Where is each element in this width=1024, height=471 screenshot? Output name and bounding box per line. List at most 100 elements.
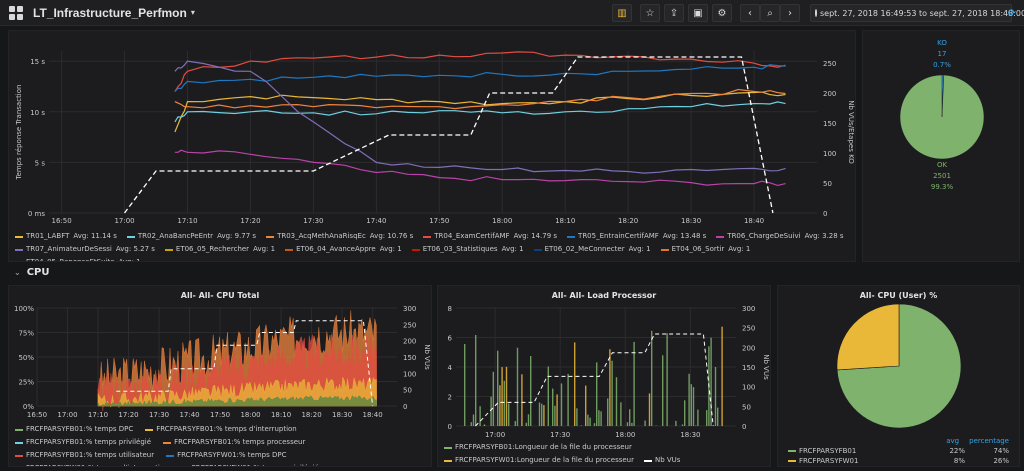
y2-tick-label: 150 [403, 354, 416, 362]
legend-swatch [643, 459, 652, 462]
bar [499, 385, 501, 426]
legend-label: ET04_05_ReponseEtSuite [26, 258, 115, 262]
row-title: CPU [26, 266, 50, 278]
pie-table-column[interactable]: avg [946, 437, 960, 445]
bar [600, 411, 602, 426]
x-tick-label: 17:50 [429, 217, 449, 225]
legend-avg: Avg: 1 [118, 258, 141, 262]
bar [503, 380, 505, 426]
percentage-value: 74% [993, 447, 1009, 455]
y-tick-label: 8 [448, 305, 452, 313]
response-time-chart: 16:50 17:00 17:10 17:20 17:30 17:40 17:50 18:00… [15, 51, 855, 225]
legend-label: FRCFPARSYFB01:% temps utilisateur [26, 451, 155, 459]
pie-percent: 99.3% [931, 183, 954, 191]
legend-label: TR01_LABFT [26, 232, 70, 240]
x-tick-label: 17:30 [149, 411, 169, 419]
time-forward-button[interactable]: › [780, 4, 800, 22]
save-button[interactable]: ▣ [688, 4, 708, 22]
legend-label: FRCFPARSYFB01 [799, 447, 857, 455]
response-time-legend: TR01_LABFT Avg: 11.14 s TR02_AnaBancPeEntr… [9, 231, 855, 262]
legend-swatch [567, 235, 576, 238]
legend-item[interactable]: TR01_LABFT Avg: 11.14 s [15, 231, 117, 242]
legend-label: FRCFPARSYFB01:% temps DPC [26, 425, 134, 433]
legend-item[interactable]: ET06_02_MeConnecter Avg: 1 [533, 244, 651, 255]
legend-item[interactable]: TR05_EntrainCertifAMF Avg: 13.48 s [567, 231, 706, 242]
bar [490, 396, 492, 426]
legend-item[interactable]: TR07_AnimateurDeSessi Avg: 5.27 s [15, 244, 155, 255]
legend-item[interactable]: ET06_04_AvanceAppre Avg: 1 [285, 244, 402, 255]
legend-item[interactable]: FRCFPARSYFW01:% temps privilégié [181, 463, 319, 466]
series-line [174, 149, 786, 187]
legend-row: FRCFPARSYFB01:% temps DPC FRCFPARSYFB01:%… [9, 424, 431, 466]
legend-item[interactable]: FRCFPARSYFB01:Longueur de la file du pro… [444, 442, 632, 453]
chevron-down-icon[interactable]: ▾ [190, 8, 195, 17]
settings-button[interactable]: ⚙ [712, 4, 732, 22]
legend-swatch [15, 235, 23, 238]
dashboard-title[interactable]: LT_Infrastructure_Perfmon [33, 5, 187, 20]
star-button[interactable]: ☆ [640, 4, 660, 22]
refresh-button[interactable]: ⟳ [1004, 4, 1020, 22]
legend-label: FRCFPARSYFB01:Longueur de la file du pro… [455, 443, 632, 451]
legend-item[interactable]: FRCFPARSYFB01:% temps privilégié [15, 437, 151, 448]
time-range-picker[interactable]: sept. 27, 2018 16:49:53 to sept. 27, 201… [810, 4, 1024, 22]
legend-item[interactable]: FRCFPARSYFW01:% temps DPC [166, 450, 286, 461]
pie-table-column[interactable]: percentage [969, 437, 1009, 445]
bar [714, 367, 717, 426]
y2-tick-label: 100 [742, 384, 755, 392]
legend-item[interactable]: TR02_AnaBancPeEntr Avg: 9.77 s [126, 231, 256, 242]
bar [521, 374, 523, 426]
zoom-out-icon: ⌕ [767, 7, 773, 19]
bar [492, 371, 494, 426]
bar [697, 409, 699, 426]
bar [514, 421, 516, 426]
legend-swatch [285, 248, 294, 251]
share-button[interactable]: ⇪ [664, 4, 684, 22]
legend-item[interactable]: TR03_AcqMethAnaRisqEc Avg: 10.76 s [266, 231, 413, 242]
legend-label: FRCFPARSYFW01:Longueur de la file du pro… [455, 456, 634, 464]
add-panel-button[interactable]: ▥ [612, 4, 632, 22]
dashboard-grid-icon[interactable] [9, 5, 23, 20]
bar [651, 330, 653, 426]
y2-tick-label: 200 [823, 90, 836, 98]
time-back-button[interactable]: ‹ [740, 4, 760, 22]
legend-item[interactable]: FRCFPARSYFB01:% temps processeur [163, 437, 305, 448]
legend-item[interactable]: ET06_03_Statistiques Avg: 1 [411, 244, 524, 255]
legend-item[interactable]: ET06_05_Rechercher Avg: 1 [164, 244, 275, 255]
legend-item[interactable]: TR06_ChargeDeSuivi Avg: 3.28 s [716, 231, 844, 242]
legend-item[interactable]: FRCFPARSYFB01:% temps DPC [15, 424, 133, 435]
legend-label: TR06_ChargeDeSuivi [727, 232, 801, 240]
legend-item[interactable]: Nb VUs [643, 455, 680, 466]
legend-swatch [444, 459, 452, 462]
bar [695, 425, 697, 426]
bar [587, 414, 589, 426]
x-tick-label: 17:20 [240, 217, 260, 225]
x-tick-label: 18:10 [271, 411, 291, 419]
x-tick-label: 16:50 [27, 411, 47, 419]
legend-item[interactable]: TR04_ExamCertifAMF Avg: 14.79 s [423, 231, 557, 242]
legend-item[interactable]: FRCFPARSYFW01:% temps d'interruption [15, 463, 169, 466]
bar [543, 405, 545, 426]
top-navbar: LT_Infrastructure_Perfmon ▾ ▥ ☆ ⇪ ▣ ⚙ ‹ … [0, 0, 1024, 26]
legend-item[interactable]: FRCFPARSYFB01:% temps utilisateur [15, 450, 154, 461]
legend-item[interactable]: ET04_05_ReponseEtSuite Avg: 1 [15, 257, 141, 262]
legend-swatch [533, 248, 542, 251]
y2-tick-label: 150 [742, 364, 755, 372]
y2-tick-label: 100 [823, 150, 836, 158]
ko-ok-pie-chart: KO 17 0.7% OK 2501 99.3% [899, 39, 985, 191]
zoom-out-button[interactable]: ⌕ [760, 4, 780, 22]
y-tick-label: 10 s [30, 109, 45, 117]
load-processor-panel: All- All- Load Processor 17:00 17:30 18:00… [437, 285, 771, 467]
legend-item[interactable]: FRCFPARSYFB01:% temps d'interruption [145, 424, 297, 435]
pie-table-row[interactable]: FRCFPARSYFB01 22% 74% [778, 446, 1019, 456]
y-tick-label: 100% [14, 305, 34, 313]
legend-item[interactable]: FRCFPARSYFW01:Longueur de la file du pro… [444, 455, 634, 466]
legend-label: FRCFPARSYFW01:% temps DPC [177, 451, 287, 459]
y2-tick-label: 0 [823, 210, 827, 218]
bar [552, 388, 554, 426]
bar [530, 356, 532, 426]
pie-table-row[interactable]: FRCFPARSYFW01 8% 26% [778, 456, 1019, 466]
y-tick-label: 75% [18, 330, 34, 338]
legend-item[interactable]: ET04_06_Sortir Avg: 1 [660, 244, 750, 255]
legend-label: TR04_ExamCertifAMF [434, 232, 510, 240]
row-header-cpu[interactable]: ⌄ CPU [0, 263, 1024, 281]
